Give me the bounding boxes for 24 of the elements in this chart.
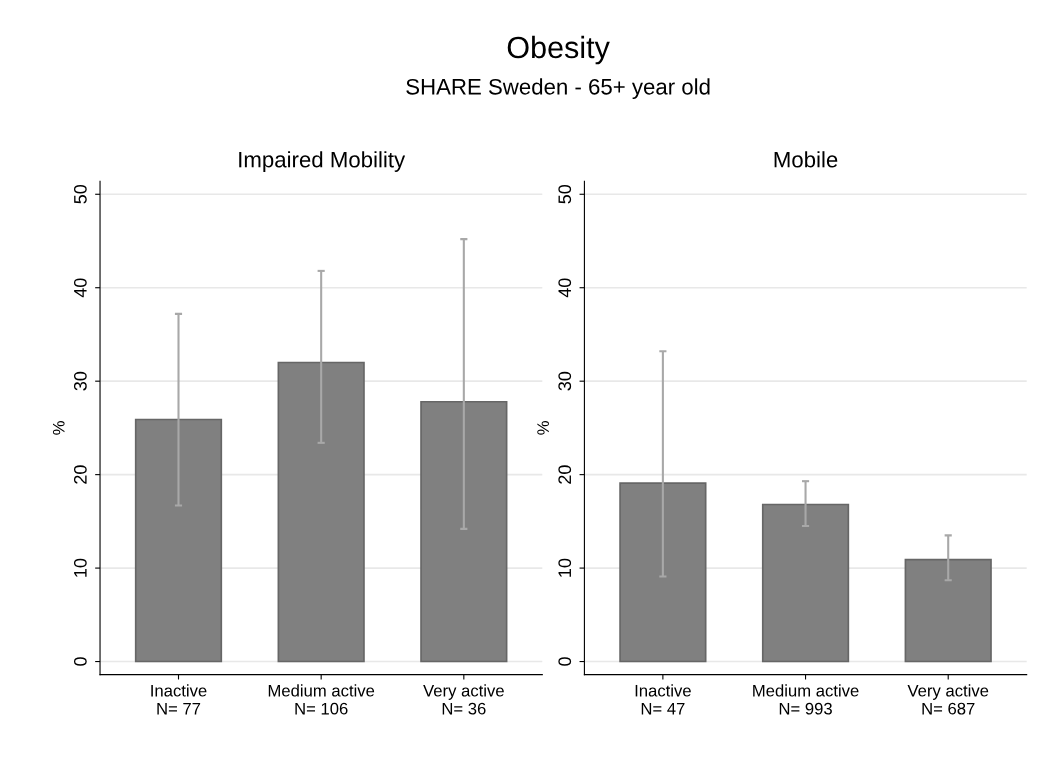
y-tick-label: 20	[73, 465, 87, 484]
y-tick-label: 10	[558, 558, 572, 577]
chart-title: Impaired Mobility	[239, 151, 406, 172]
y-tick-label: 50	[558, 184, 572, 204]
y-tick-label: 20	[558, 465, 572, 484]
chart-title: Mobile	[774, 151, 838, 168]
y-tick-label: 50	[73, 184, 87, 204]
y-tick-label: 0	[558, 657, 572, 666]
x-tick-label: Inactive N= 47	[635, 684, 691, 715]
y-tick-label: 30	[558, 371, 572, 391]
x-tick-label: Very active N= 36	[423, 684, 504, 715]
x-tick-label: Very active N= 687	[907, 684, 989, 715]
y-tick-label: 30	[73, 371, 87, 391]
y-tick-label: 10	[73, 558, 87, 577]
y-tick-label: 40	[73, 278, 87, 298]
y-tick-label: 0	[73, 657, 87, 666]
text: Obesity	[507, 35, 610, 65]
y-tick-label: 40	[558, 278, 572, 298]
y-axis-title: %	[52, 421, 65, 435]
x-tick-label: Medium active N= 993	[753, 684, 859, 715]
y-axis-title: %	[537, 421, 549, 435]
x-tick-label: Medium active N= 106	[268, 684, 375, 715]
x-tick-label: Inactive N= 77	[151, 684, 207, 715]
text: SHARE Sweden - 65+ year old	[406, 78, 710, 100]
